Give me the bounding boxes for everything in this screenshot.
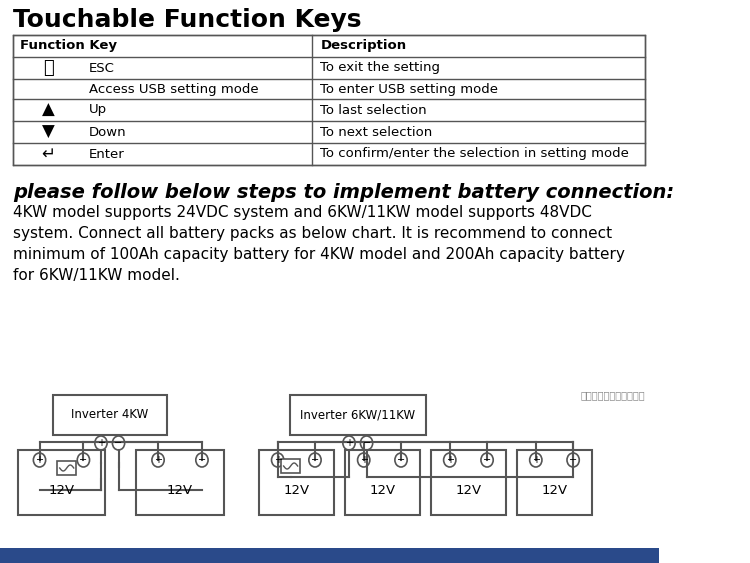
Text: please follow below steps to implement battery connection:: please follow below steps to implement b… — [13, 183, 674, 202]
Text: −: − — [397, 455, 405, 465]
Circle shape — [530, 453, 542, 467]
Circle shape — [112, 436, 125, 450]
Circle shape — [443, 453, 456, 467]
Text: +: + — [360, 455, 368, 465]
Circle shape — [196, 453, 208, 467]
Text: −: − — [198, 455, 206, 465]
Circle shape — [358, 453, 370, 467]
Text: Down: Down — [88, 126, 126, 138]
Circle shape — [395, 453, 407, 467]
Text: Function Key: Function Key — [20, 39, 117, 52]
Text: −: − — [362, 438, 370, 448]
Circle shape — [33, 453, 46, 467]
Text: −: − — [311, 455, 319, 465]
Text: ⏻: ⏻ — [43, 59, 54, 77]
Bar — [0, 548, 658, 563]
Bar — [281, 459, 300, 473]
Circle shape — [567, 453, 579, 467]
Text: ▼: ▼ — [42, 123, 55, 141]
Bar — [13, 35, 645, 165]
Text: −: − — [115, 438, 122, 448]
Text: −: − — [483, 455, 491, 465]
Text: To next selection: To next selection — [320, 126, 433, 138]
Text: −: − — [569, 455, 578, 465]
Circle shape — [152, 453, 164, 467]
Text: 4KW model supports 24VDC system and 6KW/11KW model supports 48VDC
system. Connec: 4KW model supports 24VDC system and 6KW/… — [13, 205, 625, 283]
Bar — [53, 395, 166, 435]
Circle shape — [309, 453, 321, 467]
Text: To enter USB setting mode: To enter USB setting mode — [320, 83, 499, 96]
Text: Enter: Enter — [88, 148, 125, 160]
Text: 12V: 12V — [369, 484, 395, 497]
Bar — [17, 450, 105, 515]
Text: Touchable Function Keys: Touchable Function Keys — [13, 8, 362, 32]
Text: 12V: 12V — [284, 484, 310, 497]
Bar — [518, 450, 592, 515]
Text: +: + — [154, 455, 162, 465]
Text: 深圳吉自达科技有限公司: 深圳吉自达科技有限公司 — [580, 390, 645, 400]
Text: Description: Description — [320, 39, 406, 52]
Text: To exit the setting: To exit the setting — [320, 61, 440, 74]
Bar — [57, 461, 76, 475]
Text: +: + — [274, 455, 282, 465]
Text: Up: Up — [88, 104, 106, 117]
Text: ▲: ▲ — [42, 101, 55, 119]
Text: +: + — [532, 455, 540, 465]
Circle shape — [343, 436, 355, 450]
Circle shape — [272, 453, 284, 467]
Text: Inverter 6KW/11KW: Inverter 6KW/11KW — [300, 409, 416, 422]
Text: Access USB setting mode: Access USB setting mode — [88, 83, 258, 96]
Bar — [136, 450, 224, 515]
Text: +: + — [97, 438, 105, 448]
Text: −: − — [80, 455, 88, 465]
Text: ↵: ↵ — [41, 145, 56, 163]
Bar — [345, 450, 420, 515]
Text: 12V: 12V — [167, 484, 193, 497]
Text: 12V: 12V — [49, 484, 74, 497]
Text: ESC: ESC — [88, 61, 115, 74]
Circle shape — [94, 436, 107, 450]
Text: +: + — [35, 455, 44, 465]
Text: Inverter 4KW: Inverter 4KW — [71, 409, 148, 422]
Bar — [431, 450, 506, 515]
Circle shape — [481, 453, 494, 467]
Text: +: + — [446, 455, 454, 465]
Text: To confirm/enter the selection in setting mode: To confirm/enter the selection in settin… — [320, 148, 629, 160]
Text: 12V: 12V — [455, 484, 482, 497]
Circle shape — [77, 453, 89, 467]
Circle shape — [361, 436, 373, 450]
Bar — [259, 450, 334, 515]
Text: 12V: 12V — [542, 484, 568, 497]
Bar — [290, 395, 426, 435]
Text: +: + — [345, 438, 353, 448]
Text: To last selection: To last selection — [320, 104, 427, 117]
